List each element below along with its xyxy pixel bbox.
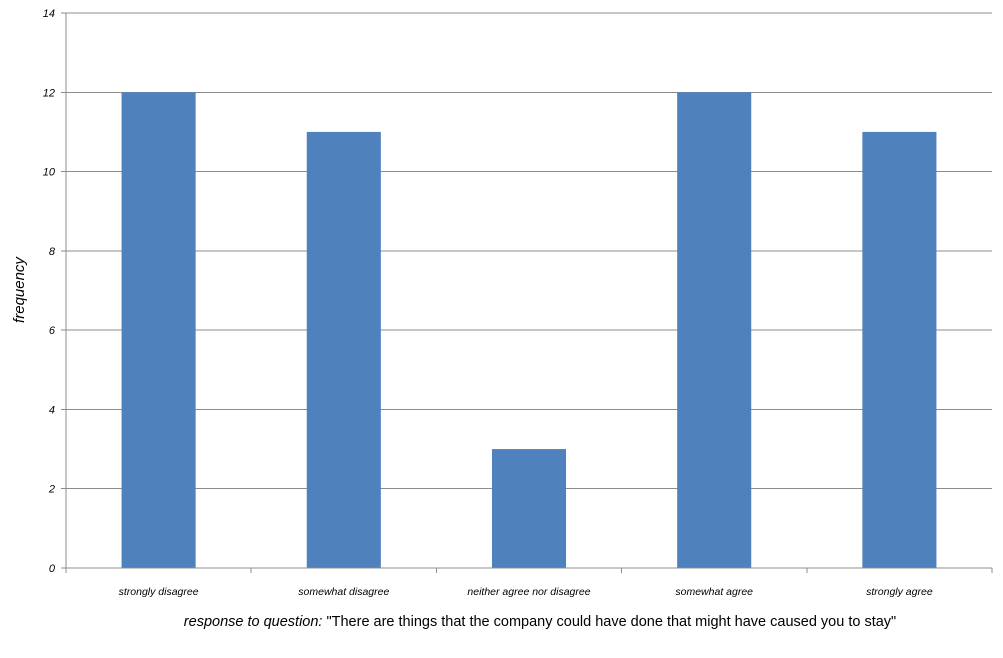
bar <box>677 92 752 569</box>
bar <box>306 131 381 568</box>
x-category-label: strongly disagree <box>119 586 199 598</box>
y-axis-label: frequency <box>11 256 28 323</box>
x-axis-label-prefix: response to question: <box>183 614 327 630</box>
bar <box>862 131 937 568</box>
bars <box>121 92 937 569</box>
bar <box>121 92 196 569</box>
x-category-label: somewhat agree <box>675 586 753 598</box>
y-tick-labels: 0 2 4 6 8 10 12 14 <box>43 8 66 575</box>
y-tick-label: 4 <box>49 404 55 416</box>
y-tick-label: 14 <box>43 8 55 20</box>
bar <box>491 449 567 568</box>
y-tick-label: 8 <box>49 246 56 258</box>
x-axis-label-quote: "There are things that the company could… <box>326 614 897 630</box>
y-tick-label: 6 <box>49 325 56 337</box>
x-category-label: somewhat disagree <box>298 586 389 598</box>
y-tick-label: 12 <box>43 87 55 99</box>
axes <box>65 13 993 573</box>
x-axis-label: response to question: "There are things … <box>100 612 980 632</box>
x-category-labels: strongly disagree somewhat disagree neithe… <box>119 586 933 598</box>
y-tick-label: 0 <box>49 563 56 575</box>
gridlines <box>66 12 992 490</box>
x-category-label: neither agree nor disagree <box>467 586 590 598</box>
y-tick-label: 10 <box>43 167 56 179</box>
y-tick-label: 2 <box>48 484 55 496</box>
x-category-label: strongly agree <box>866 586 933 598</box>
